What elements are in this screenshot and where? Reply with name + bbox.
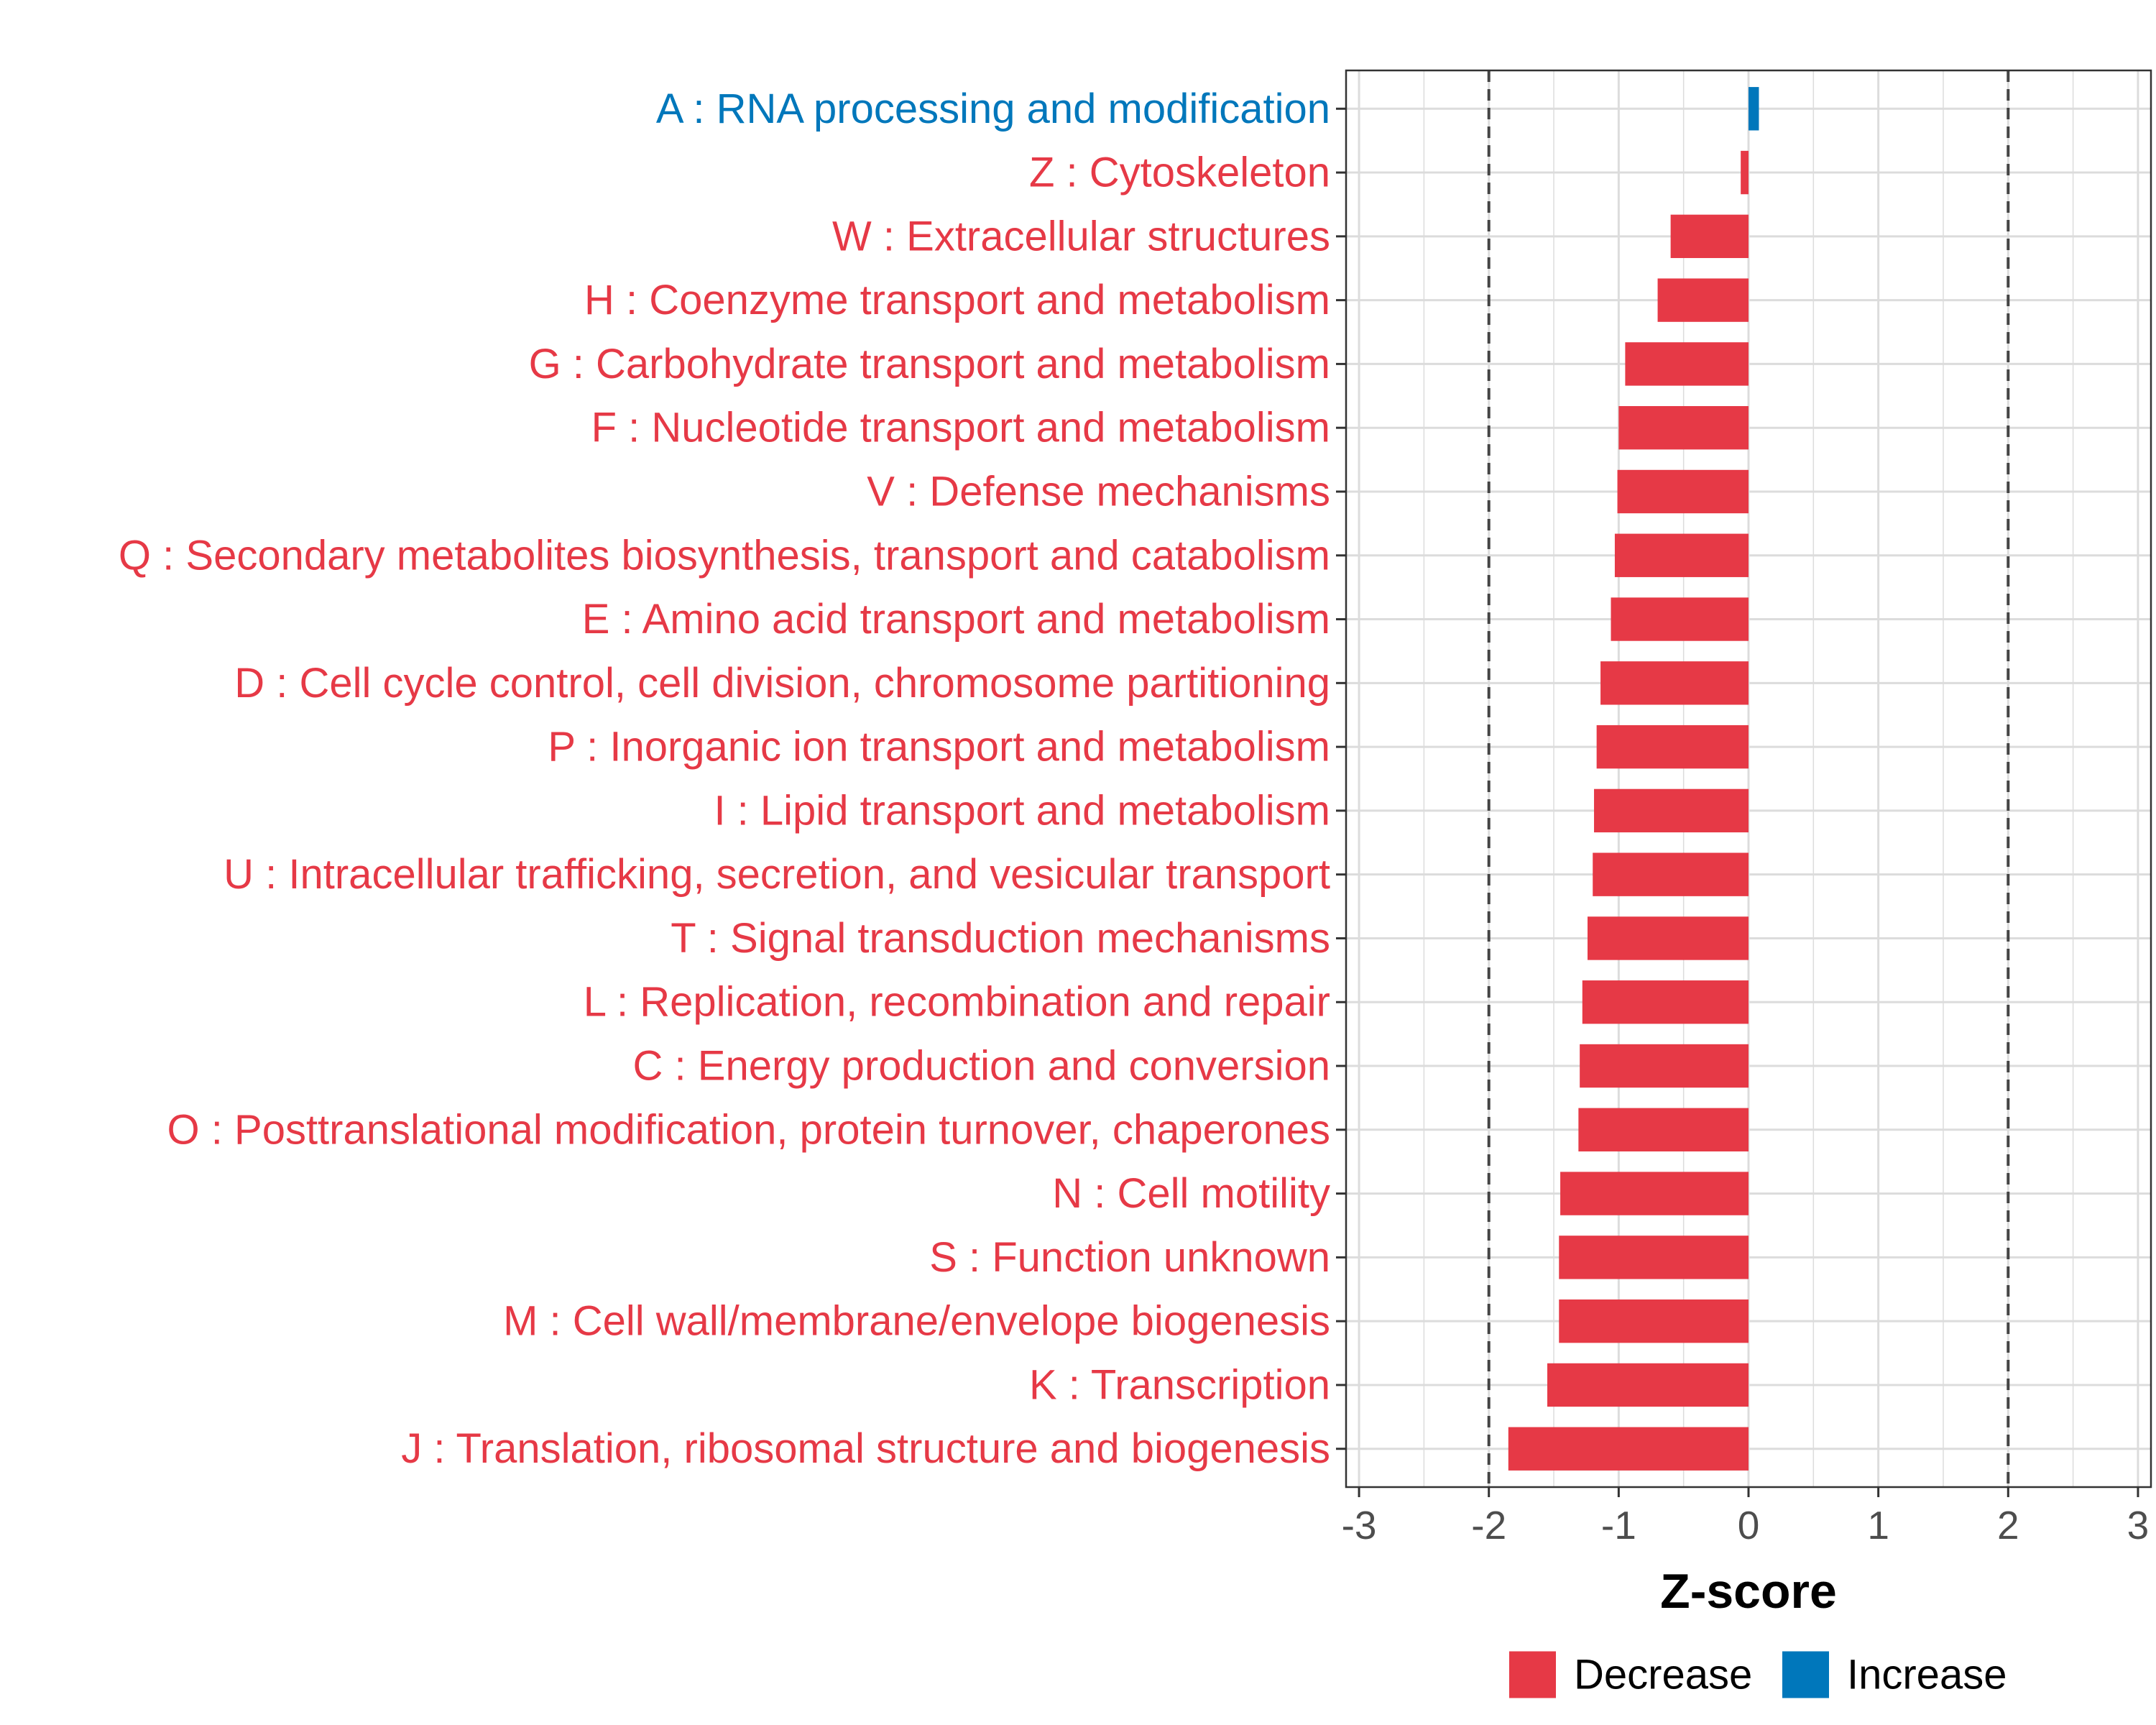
y-tick-label: W : Extracellular structures [832,213,1330,259]
y-axis-ticks [1336,107,1346,1450]
x-tick-label: 3 [2127,1503,2150,1547]
bar [1559,1299,1749,1343]
bar [1625,342,1749,386]
bar [1582,980,1749,1024]
bar [1600,661,1749,705]
bar [1588,916,1749,960]
y-tick-label: D : Cell cycle control, cell division, c… [234,660,1330,707]
bar [1596,724,1749,769]
bar [1617,469,1749,514]
bar [1741,150,1749,195]
bar [1657,278,1749,322]
y-tick-label: S : Function unknown [929,1234,1330,1281]
x-axis-title: Z-score [1660,1564,1837,1619]
y-tick-label: T : Signal transduction mechanisms [671,915,1330,962]
y-tick-label: J : Translation, ribosomal structure and… [401,1425,1330,1472]
reference-lines [1487,70,2010,1487]
legend-swatch-decrease [1509,1651,1556,1698]
bar [1594,788,1749,833]
bar [1749,87,1759,131]
bar [1547,1363,1749,1407]
legend: Decrease Increase [1509,1651,2007,1698]
y-tick-label: O : Posttranslational modification, prot… [167,1106,1330,1153]
x-tick-label: -2 [1471,1503,1506,1547]
legend-swatch-increase [1782,1651,1829,1698]
bar [1559,1236,1749,1279]
bars [1508,87,1759,1471]
x-tick-label: 0 [1738,1503,1760,1547]
x-axis-ticks: -3 -2 -1 0 1 2 3 [1342,1487,2150,1547]
y-tick-label: V : Defense mechanisms [867,468,1330,515]
bar [1670,214,1749,259]
y-tick-label: Z : Cytoskeleton [1029,150,1330,196]
legend-label-decrease: Decrease [1574,1652,1752,1698]
bar [1580,1044,1749,1088]
y-tick-label: K : Transcription [1029,1361,1330,1408]
y-tick-label: F : Nucleotide transport and metabolism [591,405,1330,451]
y-tick-label: M : Cell wall/membrane/envelope biogenes… [503,1298,1330,1345]
bar [1593,852,1749,896]
bar [1618,406,1749,450]
y-tick-label: H : Coenzyme transport and metabolism [584,277,1330,323]
x-tick-label: 1 [1867,1503,1889,1547]
y-tick-label: G : Carbohydrate transport and metabolis… [529,341,1330,387]
x-tick-label: -1 [1601,1503,1636,1547]
bar [1578,1108,1749,1151]
y-tick-label: I : Lipid transport and metabolism [714,787,1330,834]
y-tick-label: A : RNA processing and modification [656,86,1330,132]
x-tick-label: -3 [1342,1503,1377,1547]
bar [1508,1427,1749,1471]
y-tick-label: P : Inorganic ion transport and metaboli… [548,724,1330,770]
y-axis-labels: A : RNA processing and modification Z : C… [119,86,1330,1472]
y-tick-label: U : Intracellular trafficking, secretion… [224,851,1330,898]
x-tick-label: 2 [1997,1503,2019,1547]
y-tick-label: C : Energy production and conversion [633,1043,1330,1090]
legend-label-increase: Increase [1847,1652,2007,1698]
y-tick-label: E : Amino acid transport and metabolism [582,596,1330,643]
bar [1614,533,1749,577]
y-tick-label: L : Replication, recombination and repai… [584,979,1330,1026]
bar [1611,597,1749,641]
y-tick-label: N : Cell motility [1052,1170,1330,1217]
y-tick-label: Q : Secondary metabolites biosynthesis, … [119,532,1330,579]
bar [1560,1172,1749,1215]
